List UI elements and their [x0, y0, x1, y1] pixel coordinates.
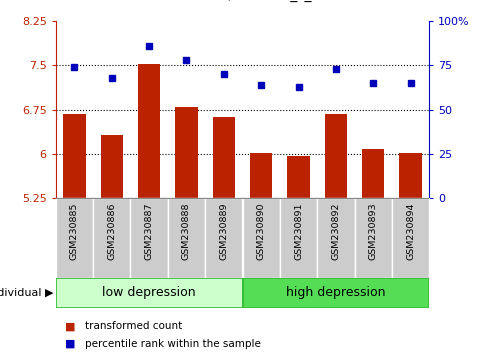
Bar	[398, 153, 421, 198]
Text: low depression: low depression	[102, 286, 196, 299]
Bar	[100, 135, 123, 198]
Bar	[317, 198, 354, 278]
Text: individual ▶: individual ▶	[0, 288, 53, 298]
Bar	[167, 198, 205, 278]
Text: GDS3525 / 221214_s_at: GDS3525 / 221214_s_at	[159, 0, 325, 2]
Bar	[242, 198, 279, 278]
Text: high depression: high depression	[286, 286, 385, 299]
Text: GSM230885: GSM230885	[70, 202, 79, 260]
Bar	[130, 198, 167, 278]
Bar	[287, 156, 309, 198]
Bar	[63, 114, 86, 198]
Bar	[354, 198, 391, 278]
Text: GSM230887: GSM230887	[144, 202, 153, 260]
Bar	[93, 198, 130, 278]
Text: percentile rank within the sample: percentile rank within the sample	[85, 339, 260, 349]
Bar	[175, 107, 197, 198]
Bar	[361, 149, 384, 198]
Bar	[205, 198, 242, 278]
Bar	[56, 278, 242, 308]
Text: GSM230891: GSM230891	[293, 202, 302, 260]
Text: GSM230892: GSM230892	[331, 202, 340, 260]
Bar	[279, 198, 317, 278]
Bar	[56, 198, 93, 278]
Bar	[137, 64, 160, 198]
Text: GSM230893: GSM230893	[368, 202, 377, 260]
Text: GSM230888: GSM230888	[182, 202, 191, 260]
Text: GSM230886: GSM230886	[107, 202, 116, 260]
Text: GSM230890: GSM230890	[256, 202, 265, 260]
Bar	[391, 198, 428, 278]
Bar	[212, 118, 235, 198]
Text: GSM230889: GSM230889	[219, 202, 228, 260]
Bar	[324, 114, 347, 198]
Text: GSM230894: GSM230894	[405, 202, 414, 260]
Text: transformed count: transformed count	[85, 321, 182, 331]
Text: ■: ■	[65, 321, 76, 331]
Bar	[242, 278, 428, 308]
Text: ■: ■	[65, 339, 76, 349]
Bar	[249, 153, 272, 198]
